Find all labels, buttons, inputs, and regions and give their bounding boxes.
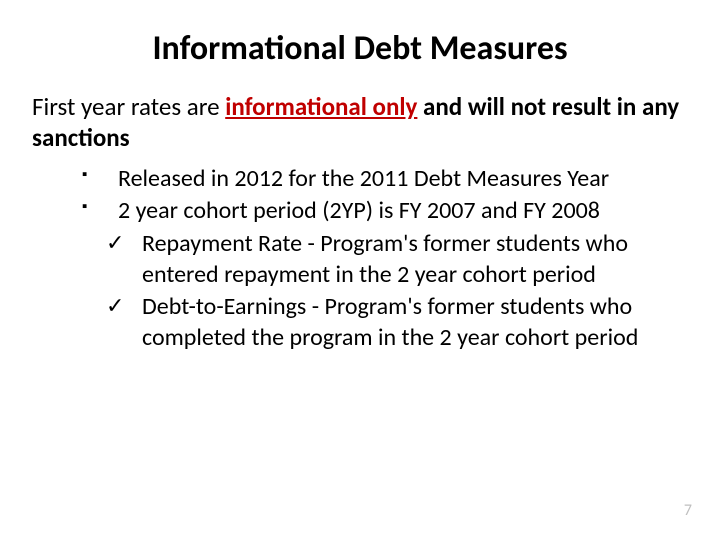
list-item: ▪ Released in 2012 for the 2011 Debt Mea… [82,164,678,195]
sub-list-item-text: Repayment Rate - Program's former studen… [142,229,628,289]
square-bullet-icon: ▪ [82,198,87,217]
square-bullet-icon: ▪ [82,166,87,185]
check-icon: ✓ [106,229,124,257]
intro-emphasis: informational only [225,91,417,122]
intro-prefix: First year rates are [32,91,225,122]
page-number: 7 [684,501,692,520]
list-item-text: 2 year cohort period (2YP) is FY 2007 an… [118,196,600,225]
sub-list-item-text: Debt-to-Earnings - Program's former stud… [142,292,638,352]
sub-list-item: ✓ Debt-to-Earnings - Program's former st… [106,292,678,353]
intro-mid: and [417,91,467,122]
sub-list-item: ✓ Repayment Rate - Program's former stud… [106,229,678,290]
bullet-list: ▪ Released in 2012 for the 2011 Debt Mea… [82,164,678,354]
list-item-text: Released in 2012 for the 2011 Debt Measu… [118,164,609,193]
check-icon: ✓ [106,292,124,320]
slide-title: Informational Debt Measures [32,28,688,69]
list-item: ▪ 2 year cohort period (2YP) is FY 2007 … [82,196,678,227]
intro-paragraph: First year rates are informational only … [32,91,688,154]
